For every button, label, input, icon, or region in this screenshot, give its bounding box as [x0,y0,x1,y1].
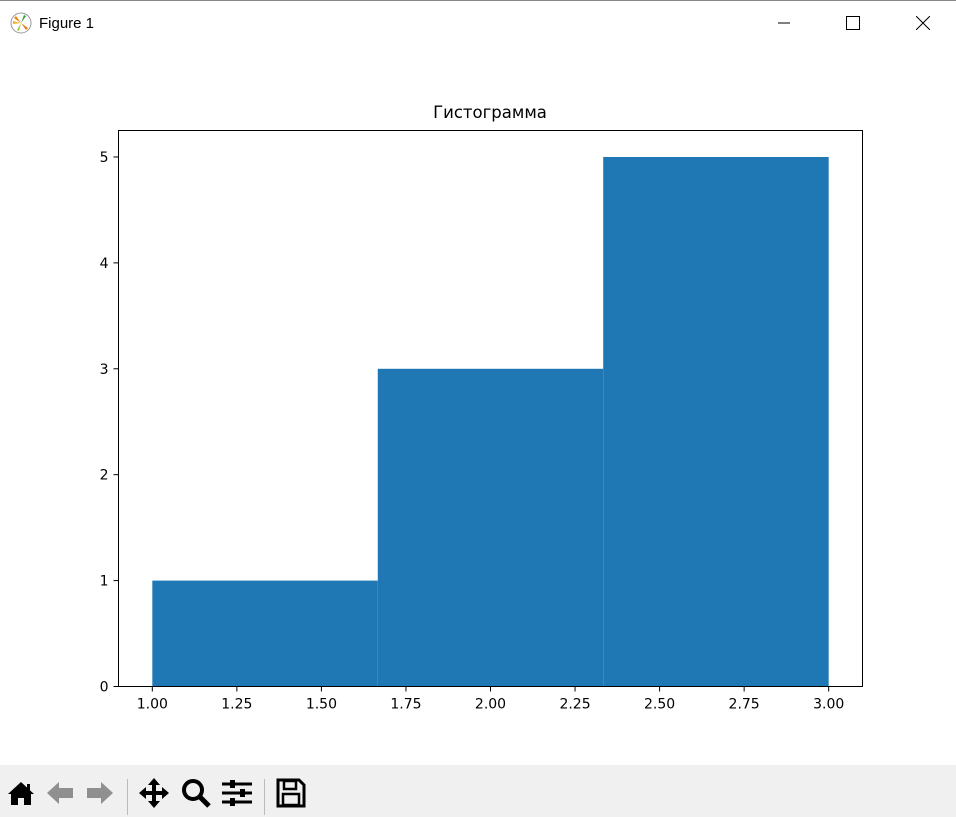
x-tick-label: 2.75 [729,697,760,713]
home-button[interactable] [5,777,37,809]
configure-subplots-icon [222,780,252,806]
x-tick-label: 1.00 [137,697,168,713]
zoom-button[interactable] [180,777,212,809]
navigation-toolbar [0,765,956,817]
y-tick-label: 5 [100,150,109,166]
back-icon [47,782,73,804]
toolbar-separator [127,779,128,815]
y-tick-label: 3 [100,362,109,378]
x-tick-label: 1.50 [306,697,337,713]
zoom-icon [182,779,211,808]
close-icon [916,16,930,30]
pan-button[interactable] [138,777,170,809]
back-button[interactable] [44,777,76,809]
chart-title: Гистограмма [433,103,547,122]
x-tick-label: 2.25 [559,697,590,713]
histogram-bar [152,580,378,687]
x-tick-label: 2.00 [475,697,506,713]
x-tick-label: 2.50 [644,697,675,713]
histogram-bar [377,368,604,687]
minimize-button[interactable] [761,1,807,45]
save-icon [276,778,306,808]
y-tick-label: 1 [100,574,109,590]
y-tick-label: 2 [100,468,109,484]
forward-icon [87,782,113,804]
histogram-bar [603,156,829,687]
y-tick-label: 4 [100,256,109,272]
toolbar-separator [264,779,265,815]
save-button[interactable] [275,777,307,809]
matplotlib-logo-icon [10,12,32,34]
pan-icon [139,778,169,808]
maximize-button[interactable] [830,1,876,45]
close-button[interactable] [900,1,946,45]
maximize-icon [846,16,860,30]
minimize-icon [778,22,790,24]
x-tick-label: 3.00 [813,697,844,713]
forward-button[interactable] [84,777,116,809]
window-border [0,0,956,1]
title-bar: Figure 1 [0,1,956,45]
window-title: Figure 1 [39,15,95,32]
home-icon [8,782,34,805]
x-tick-label: 1.25 [221,697,252,713]
configure-subplots-button[interactable] [221,777,253,809]
y-tick-label: 0 [100,680,109,696]
histogram-chart: Гистограмма 1.00 1.25 1.50 1.75 2.00 2.25 2.50… [100,103,863,713]
x-tick-label: 1.75 [390,697,421,713]
